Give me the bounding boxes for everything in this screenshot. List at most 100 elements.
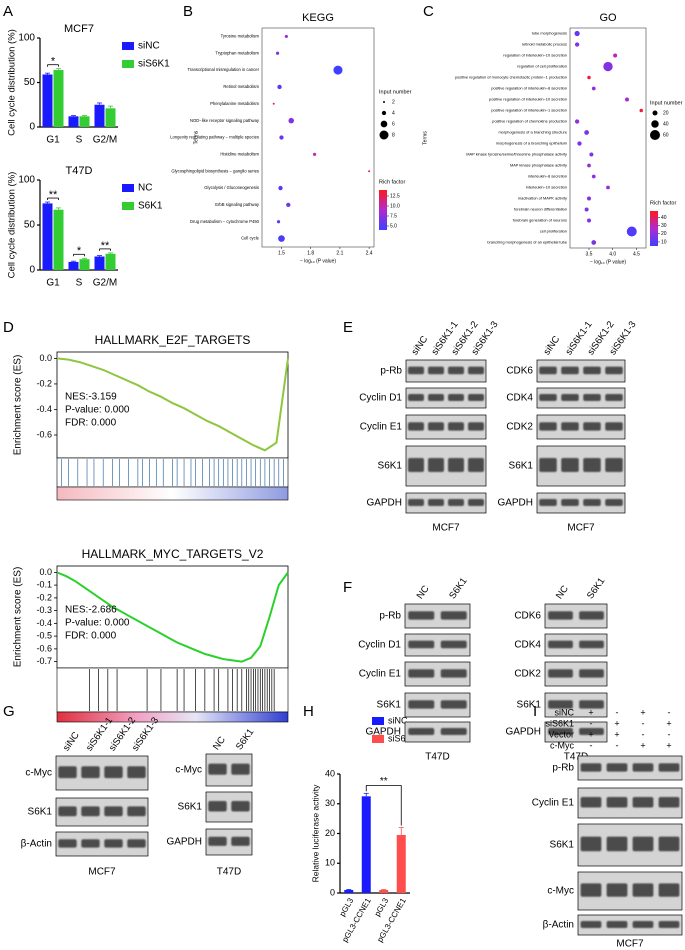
bubble xyxy=(288,117,294,124)
blot-band xyxy=(539,458,557,472)
blot-band xyxy=(440,611,467,620)
blot-band xyxy=(605,422,623,431)
row-label: GAPDH xyxy=(166,837,202,848)
blot-caption: T47D xyxy=(217,867,241,878)
condition-label: Vector xyxy=(548,729,574,739)
term-label: MAP kinase tyrosine/serine/threonine pho… xyxy=(466,152,567,157)
term-label: morphogenesis of a branching epithelium xyxy=(496,141,567,146)
blot-caption: MCF7 xyxy=(567,523,595,534)
bubble xyxy=(277,84,282,90)
size-legend-label: 4 xyxy=(392,110,395,116)
chart-title: HALLMARK_E2F_TARGETS xyxy=(95,333,251,347)
blot-caption: T47D xyxy=(564,752,588,763)
term-label: MAP kinase phosphatase activity xyxy=(510,163,567,168)
blot-band xyxy=(208,763,227,775)
blot-band xyxy=(580,883,602,897)
blot-band xyxy=(583,499,601,506)
blot-band xyxy=(605,458,623,472)
panel-label: G xyxy=(3,703,15,720)
term-label: retinoid metabolic process xyxy=(522,42,567,47)
x-tick-label: 1.8 xyxy=(307,250,314,256)
lane-label: siNC xyxy=(410,334,431,357)
significance-label: ** xyxy=(380,776,388,787)
blot-band xyxy=(658,921,680,928)
blot-band xyxy=(632,836,654,852)
legend-label: siS6K1 xyxy=(138,59,170,70)
blot-strip xyxy=(405,387,487,409)
bar xyxy=(68,261,79,270)
size-legend-mark xyxy=(380,120,388,128)
row-label: CDK6 xyxy=(514,611,541,622)
blot-band xyxy=(468,394,484,401)
blot-band xyxy=(580,763,602,772)
row-label: GAPDH xyxy=(505,727,541,738)
y-tick-label: 0.0 xyxy=(39,567,52,577)
term-label: cell proliferation xyxy=(540,229,567,234)
blot-strip xyxy=(536,359,626,383)
term-label: forebrain generation of neurons xyxy=(513,218,567,223)
condition-sign: - xyxy=(616,740,619,750)
row-label: S6K1 xyxy=(178,802,203,813)
term-label: interleukin−8 secretion xyxy=(528,174,567,179)
size-legend-mark xyxy=(379,130,389,140)
blot-strip xyxy=(404,633,471,657)
y-axis-label: Enrichment score (ES) xyxy=(13,567,24,668)
size-legend-label: 40 xyxy=(663,121,669,127)
size-legend-label: 20 xyxy=(663,110,669,116)
condition-sign: - xyxy=(616,707,619,717)
blot-band xyxy=(561,422,579,431)
blot-band xyxy=(127,806,146,817)
x-axis-label: − log₁₀ (P value) xyxy=(300,258,336,264)
blot-band xyxy=(408,366,424,375)
stat-annotation: FDR: 0.000 xyxy=(65,631,117,642)
panel-label: D xyxy=(3,319,14,336)
bubble xyxy=(278,185,283,191)
blot-band xyxy=(468,458,484,472)
row-label: Cyclin E1 xyxy=(359,669,402,680)
panel-label: B xyxy=(183,3,193,20)
blot-band xyxy=(632,883,654,897)
plot-frame xyxy=(261,27,375,248)
y-tick-label: -0.7 xyxy=(36,656,52,666)
condition-sign: + xyxy=(588,729,593,739)
y-tick-label: 100 xyxy=(18,175,35,186)
blot-band xyxy=(127,766,146,779)
stat-annotation: P-value: 0.000 xyxy=(65,618,130,629)
size-legend-mark xyxy=(651,120,659,128)
blot-strip xyxy=(405,492,487,514)
bubble xyxy=(591,240,597,245)
significance-label: ** xyxy=(101,240,110,252)
y-axis-label: Enrichment score (ES) xyxy=(13,355,24,456)
blot-strip xyxy=(536,387,626,409)
term-label: NOD−like receptor signaling pathway xyxy=(190,118,260,123)
term-label: Transcriptional misregulation in cancer xyxy=(187,67,259,72)
y-tick-label: 20 xyxy=(325,828,335,838)
bubble xyxy=(613,53,618,58)
row-label: Cyclin D1 xyxy=(359,393,402,404)
term-label: ErbB signaling pathway xyxy=(215,202,260,207)
blot-band xyxy=(561,394,579,401)
bubble xyxy=(587,196,591,201)
row-label: p-Rb xyxy=(380,366,402,377)
term-label: Retinol metabolism xyxy=(223,84,259,89)
blot-band xyxy=(468,366,484,375)
blot-band xyxy=(561,499,579,506)
blot-band xyxy=(579,728,604,735)
enrichment-curve xyxy=(56,571,289,663)
panel-label: I xyxy=(533,703,537,720)
panel-label: E xyxy=(343,319,353,336)
blot-band xyxy=(408,640,435,649)
blot-band xyxy=(408,394,424,401)
term-label: positive regulation of interleukin−1 sec… xyxy=(491,108,567,113)
x-tick-label: 3.5 xyxy=(586,251,593,257)
blot-strip xyxy=(536,492,626,514)
row-label: Cyclin E1 xyxy=(532,798,575,809)
blot-caption: MCF7 xyxy=(88,867,116,878)
blot-band xyxy=(548,700,573,709)
size-legend-title: Input number xyxy=(379,89,412,95)
y-tick-label: 0 xyxy=(330,887,335,897)
bar xyxy=(68,116,79,127)
term-label: Longevity regulating pathway − multiple … xyxy=(170,135,259,140)
y-axis-label: Relative luciferase activity xyxy=(310,784,320,883)
